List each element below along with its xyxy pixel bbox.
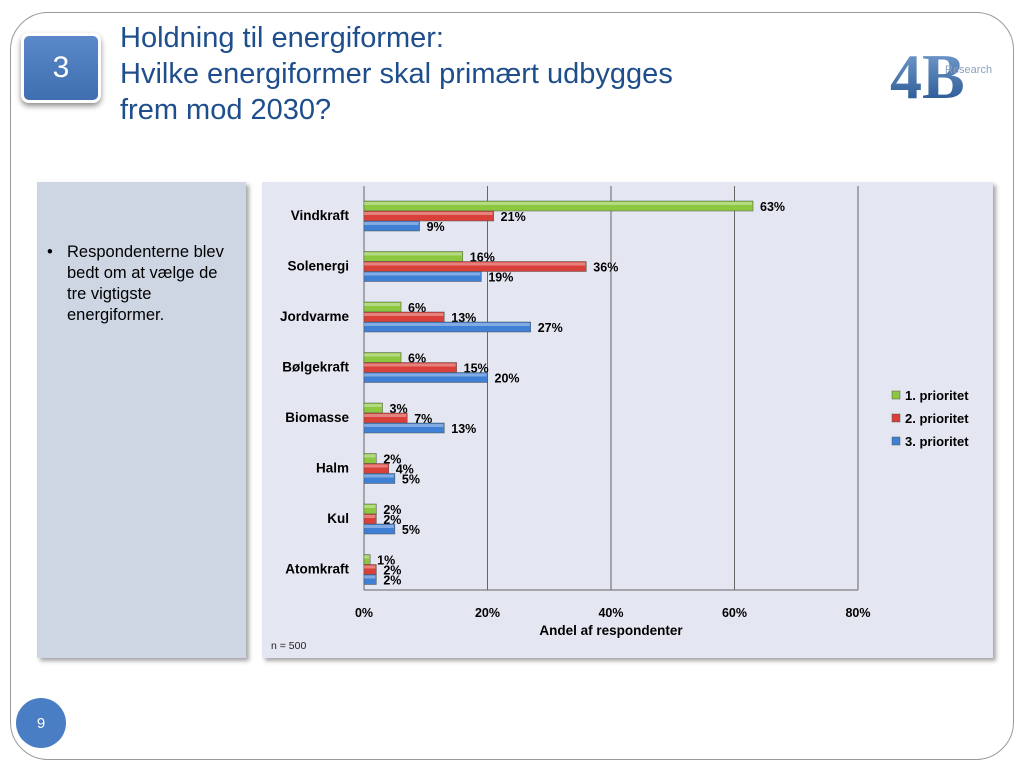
data-label: 36%: [593, 261, 618, 275]
slide-title: Holdning til energiformer: Hvilke energi…: [120, 20, 820, 128]
category-label: Vindkraft: [291, 208, 350, 223]
bar-highlight: [364, 424, 444, 427]
bar-highlight: [364, 565, 376, 569]
bar-highlight: [364, 222, 419, 225]
bar: [363, 574, 377, 585]
bar: [363, 372, 488, 383]
data-label: 19%: [488, 271, 513, 285]
title-line-2: Hvilke energiformer skal primært udbygge…: [120, 58, 673, 90]
bar-highlight: [364, 414, 407, 417]
data-label: 2%: [383, 513, 401, 527]
data-label: 13%: [451, 311, 476, 325]
data-label: 21%: [501, 210, 526, 224]
bar-highlight: [364, 464, 388, 468]
bar-highlight: [364, 212, 493, 215]
bar-highlight: [364, 272, 481, 276]
data-label: 2%: [383, 564, 401, 578]
legend-swatch: [891, 390, 901, 400]
chart-panel: 0% 20% 40% 60% 80% Vindkraft 63% 21% 9% Solenergi…: [262, 182, 993, 658]
bar: [363, 271, 482, 282]
data-label: 27%: [538, 321, 563, 335]
x-tick-label: 20%: [475, 606, 500, 620]
data-label: 2%: [383, 453, 401, 467]
bar-highlight: [364, 353, 401, 357]
bar-highlight: [364, 373, 487, 377]
category-label: Kul: [327, 511, 349, 526]
bar: [363, 220, 420, 232]
bar-highlight: [364, 555, 370, 559]
data-label: 6%: [408, 301, 426, 315]
bar-highlight: [364, 454, 376, 458]
data-label: 1%: [377, 554, 395, 568]
bar-chart: 0% 20% 40% 60% 80% Vindkraft 63% 21% 9% Solenergi…: [271, 186, 969, 652]
bar-highlight: [364, 363, 456, 367]
category-label: Biomasse: [285, 410, 349, 425]
logo-text: 4B: [890, 41, 965, 110]
category-label: Jordvarme: [280, 309, 350, 324]
legend-label: 3. prioritet: [905, 434, 969, 449]
bar-highlight: [364, 313, 444, 316]
company-logo: 4B: [890, 41, 965, 110]
category-label: Atomkraft: [285, 562, 349, 577]
x-tick-label: 40%: [598, 606, 623, 620]
bar-highlight: [364, 474, 394, 478]
x-tick-label: 60%: [722, 606, 747, 620]
data-label: 4%: [396, 463, 414, 477]
data-label: 16%: [470, 251, 495, 265]
sample-size-note: n = 500: [271, 640, 306, 652]
bar: [363, 422, 445, 434]
data-label: 2%: [383, 574, 401, 588]
bar: [363, 473, 396, 484]
bullet-panel: Respondenterne blev bedt om at vælge de …: [37, 182, 246, 658]
data-label: 5%: [402, 523, 420, 537]
x-tick-label: 80%: [845, 606, 870, 620]
data-label: 2%: [383, 503, 401, 517]
data-label: 13%: [451, 422, 476, 436]
legend-label: 2. prioritet: [905, 411, 969, 426]
bar-highlight: [364, 202, 753, 205]
data-label: 7%: [414, 412, 432, 426]
data-label: 20%: [495, 372, 520, 386]
bar: [363, 200, 754, 212]
data-label: 63%: [760, 200, 785, 214]
data-label: 15%: [464, 362, 489, 376]
title-line-3: frem mod 2030?: [120, 94, 332, 126]
data-label: 9%: [427, 220, 445, 234]
data-label: 6%: [408, 352, 426, 366]
legend-swatch: [891, 436, 901, 446]
bar-highlight: [364, 575, 376, 579]
category-label: Halm: [316, 461, 349, 476]
bar-highlight: [364, 262, 586, 266]
bar-highlight: [364, 515, 376, 518]
data-label: 3%: [390, 402, 408, 416]
bar-highlight: [364, 505, 376, 508]
category-label: Bølgekraft: [282, 360, 349, 375]
bullet-list: Respondenterne blev bedt om at vælge de …: [45, 242, 235, 326]
bar-highlight: [364, 525, 394, 528]
bar: [363, 523, 396, 535]
bullet-item: Respondenterne blev bedt om at vælge de …: [45, 242, 235, 326]
bar-highlight: [364, 323, 530, 326]
logo-word: Research: [945, 64, 993, 76]
section-number-badge: 3: [21, 33, 101, 103]
bar-highlight: [364, 303, 401, 306]
bar: [363, 321, 531, 333]
bar: [363, 210, 494, 222]
legend-label: 1. prioritet: [905, 388, 969, 403]
bar-highlight: [364, 252, 462, 256]
x-axis-title: Andel af respondenter: [539, 623, 683, 638]
page-number: 9: [16, 698, 66, 748]
bar-highlight: [364, 404, 382, 407]
legend-swatch: [891, 413, 901, 423]
title-line-1: Holdning til energiformer:: [120, 22, 444, 54]
category-label: Solenergi: [287, 259, 349, 274]
x-tick-label: 0%: [355, 606, 373, 620]
data-label: 5%: [402, 473, 420, 487]
